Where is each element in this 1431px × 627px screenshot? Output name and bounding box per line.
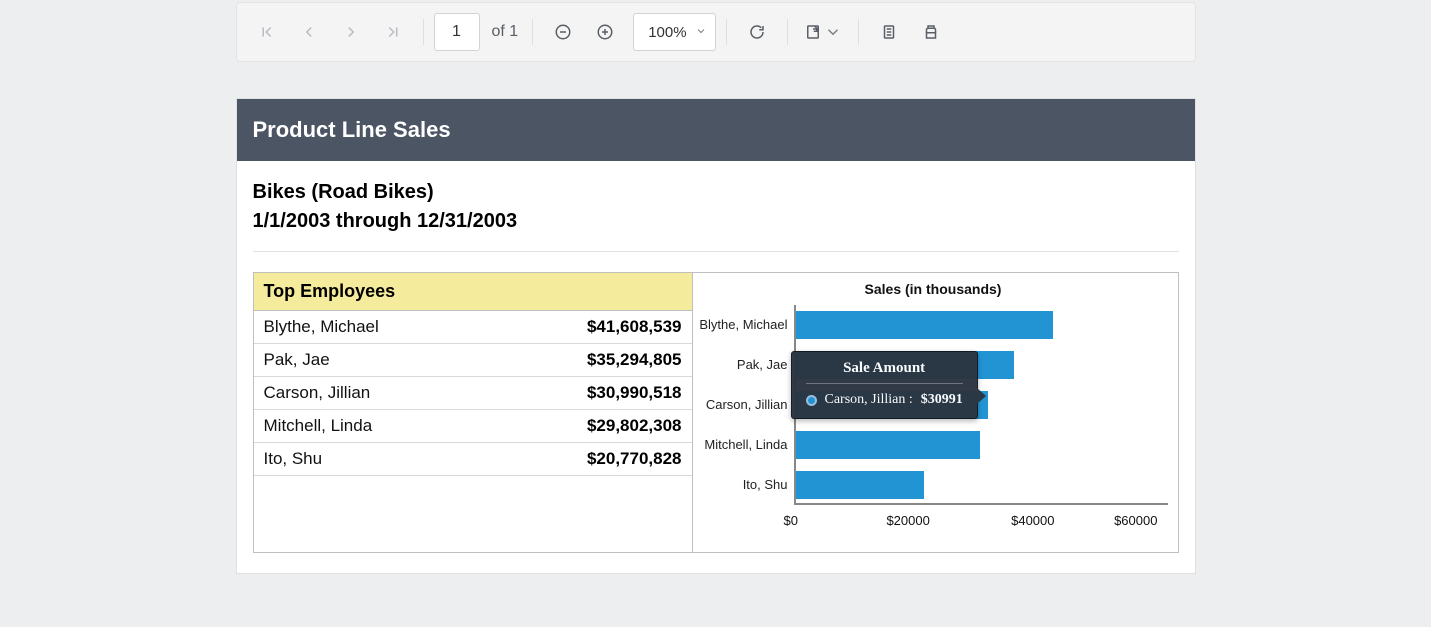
next-page-button[interactable] — [331, 12, 371, 52]
employee-value: $41,608,539 — [491, 311, 692, 344]
chart-tooltip: Sale Amount Carson, Jillian : $30991 — [791, 351, 978, 419]
employee-name: Blythe, Michael — [254, 311, 491, 344]
chart-x-axis: $0$20000$40000$60000 — [794, 505, 1168, 528]
toolbar-separator — [787, 19, 788, 45]
tooltip-series-dot — [806, 395, 817, 406]
chart-y-label: Blythe, Michael — [699, 305, 794, 345]
chart-y-axis: Blythe, MichaelPak, JaeCarson, JillianMi… — [699, 305, 794, 505]
chart-x-tick: $0 — [784, 513, 846, 528]
table-row: Ito, Shu$20,770,828 — [254, 443, 692, 476]
tooltip-arrow — [977, 388, 986, 404]
chart-y-label: Ito, Shu — [699, 465, 794, 505]
chart-y-label: Pak, Jae — [699, 345, 794, 385]
table-row: Pak, Jae$35,294,805 — [254, 344, 692, 377]
employee-value: $30,990,518 — [491, 377, 692, 410]
report-toolbar: of 1 100% — [236, 2, 1196, 62]
tooltip-value: $30991 — [921, 392, 963, 408]
zoom-out-button[interactable] — [543, 12, 583, 52]
chart-title: Sales (in thousands) — [699, 281, 1168, 297]
report-title: Product Line Sales — [237, 99, 1195, 161]
table-row: Mitchell, Linda$29,802,308 — [254, 410, 692, 443]
zoom-in-button[interactable] — [585, 12, 625, 52]
chart-x-tick: $40000 — [970, 513, 1095, 528]
table-row: Carson, Jillian$30,990,518 — [254, 377, 692, 410]
chart-bar[interactable] — [796, 471, 925, 499]
employee-name: Ito, Shu — [254, 443, 491, 476]
report-category: Bikes (Road Bikes) — [253, 181, 1179, 204]
employee-name: Pak, Jae — [254, 344, 491, 377]
top-employees-table: Blythe, Michael$41,608,539Pak, Jae$35,29… — [254, 311, 692, 476]
zoom-value-label: 100% — [648, 24, 686, 41]
divider — [253, 251, 1179, 252]
refresh-button[interactable] — [737, 12, 777, 52]
report-page: Product Line Sales Bikes (Road Bikes) 1/… — [236, 98, 1196, 574]
prev-page-button[interactable] — [289, 12, 329, 52]
tooltip-title: Sale Amount — [806, 360, 963, 384]
chart-x-tick: $20000 — [846, 513, 971, 528]
print-button[interactable] — [911, 12, 951, 52]
page-number-input[interactable] — [434, 13, 480, 51]
zoom-select[interactable]: 100% — [633, 13, 715, 51]
report-date-range: 1/1/2003 through 12/31/2003 — [253, 210, 1179, 233]
chart-y-label: Mitchell, Linda — [699, 425, 794, 465]
table-row: Blythe, Michael$41,608,539 — [254, 311, 692, 344]
tooltip-label: Carson, Jillian : — [825, 392, 913, 408]
chevron-down-icon — [695, 24, 707, 41]
last-page-button[interactable] — [373, 12, 413, 52]
chevron-down-icon — [824, 23, 842, 41]
toolbar-separator — [423, 19, 424, 45]
sales-chart-panel: Sales (in thousands) Blythe, MichaelPak,… — [693, 272, 1179, 553]
employee-value: $29,802,308 — [491, 410, 692, 443]
employee-name: Carson, Jillian — [254, 377, 491, 410]
top-employees-panel: Top Employees Blythe, Michael$41,608,539… — [253, 272, 693, 553]
employee-name: Mitchell, Linda — [254, 410, 491, 443]
chart-bar[interactable] — [796, 431, 981, 459]
employee-value: $35,294,805 — [491, 344, 692, 377]
chart-x-tick: $60000 — [1095, 513, 1157, 528]
top-employees-header: Top Employees — [254, 273, 692, 311]
first-page-button[interactable] — [247, 12, 287, 52]
toolbar-separator — [726, 19, 727, 45]
page-setup-button[interactable] — [869, 12, 909, 52]
page-total-label: of 1 — [492, 23, 519, 41]
chart-y-label: Carson, Jillian — [699, 385, 794, 425]
export-button[interactable] — [798, 12, 848, 52]
chart-bar[interactable] — [796, 311, 1054, 339]
toolbar-separator — [858, 19, 859, 45]
employee-value: $20,770,828 — [491, 443, 692, 476]
toolbar-separator — [532, 19, 533, 45]
